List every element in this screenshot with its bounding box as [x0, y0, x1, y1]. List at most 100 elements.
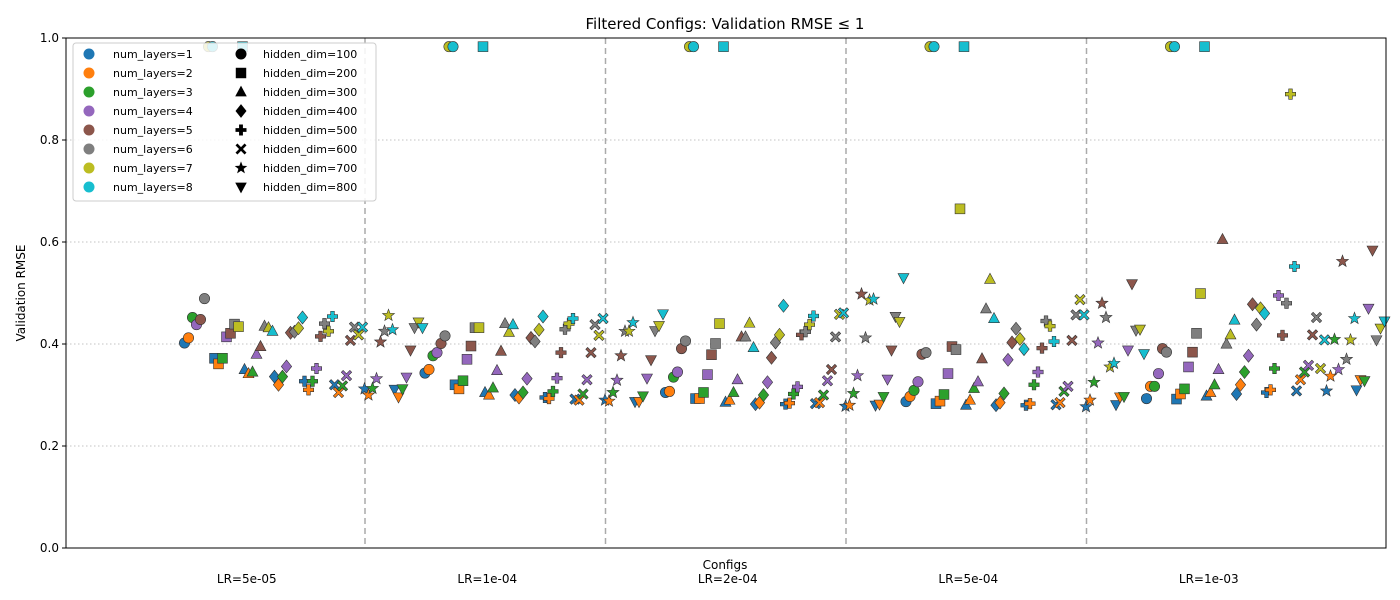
data-point: [1220, 337, 1233, 349]
data-point: [1302, 359, 1315, 372]
data-point: [326, 310, 339, 322]
data-point: [537, 309, 549, 324]
legend-color-swatch: [83, 48, 95, 60]
x-group-labels: LR=5e-05 LR=1e-04 LR=2e-04 LR=5e-04 LR=1e-03: [217, 572, 1239, 586]
data-point: [233, 321, 244, 332]
data-point: [250, 347, 263, 359]
data-point: [1294, 374, 1307, 386]
data-point: [195, 314, 207, 326]
data-point: [507, 318, 519, 330]
legend-marker-label: hidden_dim=500: [263, 124, 357, 137]
data-point: [1374, 323, 1387, 335]
data-point: [547, 385, 559, 397]
data-point: [1066, 334, 1078, 347]
data-point: [551, 372, 563, 384]
data-point: [687, 41, 699, 53]
data-point: [1141, 393, 1153, 405]
data-point: [1289, 260, 1300, 272]
legend-color-swatch: [83, 181, 95, 193]
legend-color-swatch: [83, 143, 95, 155]
data-point: [877, 392, 890, 404]
data-point: [743, 316, 756, 328]
legend-color-swatch: [83, 67, 95, 79]
legend-color-label: num_layers=3: [113, 86, 193, 99]
data-point: [610, 373, 624, 386]
data-point: [679, 335, 691, 347]
data-point: [423, 363, 435, 375]
data-point: [1366, 245, 1379, 257]
data-point: [1347, 311, 1362, 325]
data-point: [854, 286, 869, 300]
data-point: [306, 375, 319, 387]
data-point: [622, 324, 636, 337]
data-point: [1122, 345, 1134, 357]
data-point: [1339, 352, 1354, 366]
data-point: [773, 327, 786, 342]
data-point: [1074, 294, 1086, 306]
data-point: [1079, 399, 1093, 413]
legend-marker-label: hidden_dim=400: [263, 105, 357, 118]
data-point: [404, 345, 417, 357]
data-point: [1161, 346, 1173, 358]
legend-marker-label: hidden_dim=300: [263, 86, 357, 99]
data-point: [1199, 41, 1210, 52]
legend-color-label: num_layers=6: [113, 143, 193, 156]
data-point: [1018, 342, 1030, 357]
data-point: [671, 366, 683, 378]
data-point: [529, 334, 541, 349]
data-point: [881, 374, 894, 386]
data-point: [543, 393, 555, 405]
data-point: [1319, 383, 1334, 397]
x-axis-label: Configs: [703, 558, 748, 572]
data-point: [817, 389, 830, 401]
data-point: [706, 349, 717, 360]
data-point: [739, 330, 752, 342]
data-point: [1010, 321, 1022, 336]
data-point: [276, 369, 289, 384]
legend-color-label: num_layers=4: [113, 105, 193, 118]
legend-marker-label: hidden_dim=800: [263, 181, 357, 194]
data-point: [829, 331, 842, 343]
data-point: [897, 273, 910, 285]
data-point: [1208, 378, 1221, 390]
data-point: [1246, 297, 1259, 312]
data-point: [873, 399, 886, 411]
data-point: [533, 322, 545, 337]
data-point: [928, 41, 940, 53]
data-point: [1195, 288, 1206, 299]
data-point: [1032, 366, 1044, 378]
data-point: [593, 329, 605, 341]
data-point: [777, 298, 790, 313]
data-point: [499, 316, 511, 329]
data-point: [1281, 297, 1292, 309]
plot-frame: [65, 37, 1387, 549]
data-point: [1187, 346, 1198, 358]
data-point: [246, 365, 259, 377]
legend-marker-label: hidden_dim=100: [263, 48, 357, 61]
data-point: [1054, 397, 1066, 409]
data-point: [1149, 380, 1161, 392]
group-label: LR=1e-03: [1179, 572, 1239, 586]
data-point: [217, 353, 228, 364]
data-point: [461, 354, 473, 365]
legend-color-label: num_layers=8: [113, 181, 193, 194]
data-point: [893, 317, 906, 329]
data-point: [416, 323, 429, 335]
data-point: [597, 312, 609, 325]
legend-marker-swatch: [235, 182, 247, 194]
data-point: [783, 397, 796, 409]
data-point: [563, 318, 575, 330]
data-point: [1310, 311, 1323, 324]
data-point: [1314, 362, 1327, 375]
data-point: [1323, 369, 1338, 382]
data-point: [813, 397, 826, 409]
data-point: [298, 375, 311, 387]
data-point: [431, 347, 443, 359]
data-point: [1290, 385, 1303, 397]
y-tick-label: 0.4: [40, 337, 59, 351]
data-point: [487, 381, 499, 393]
legend-marker-swatch: [235, 67, 247, 79]
legend-color-label: num_layers=2: [113, 67, 193, 80]
legend-color-label: num_layers=7: [113, 162, 193, 175]
data-point: [521, 371, 533, 386]
